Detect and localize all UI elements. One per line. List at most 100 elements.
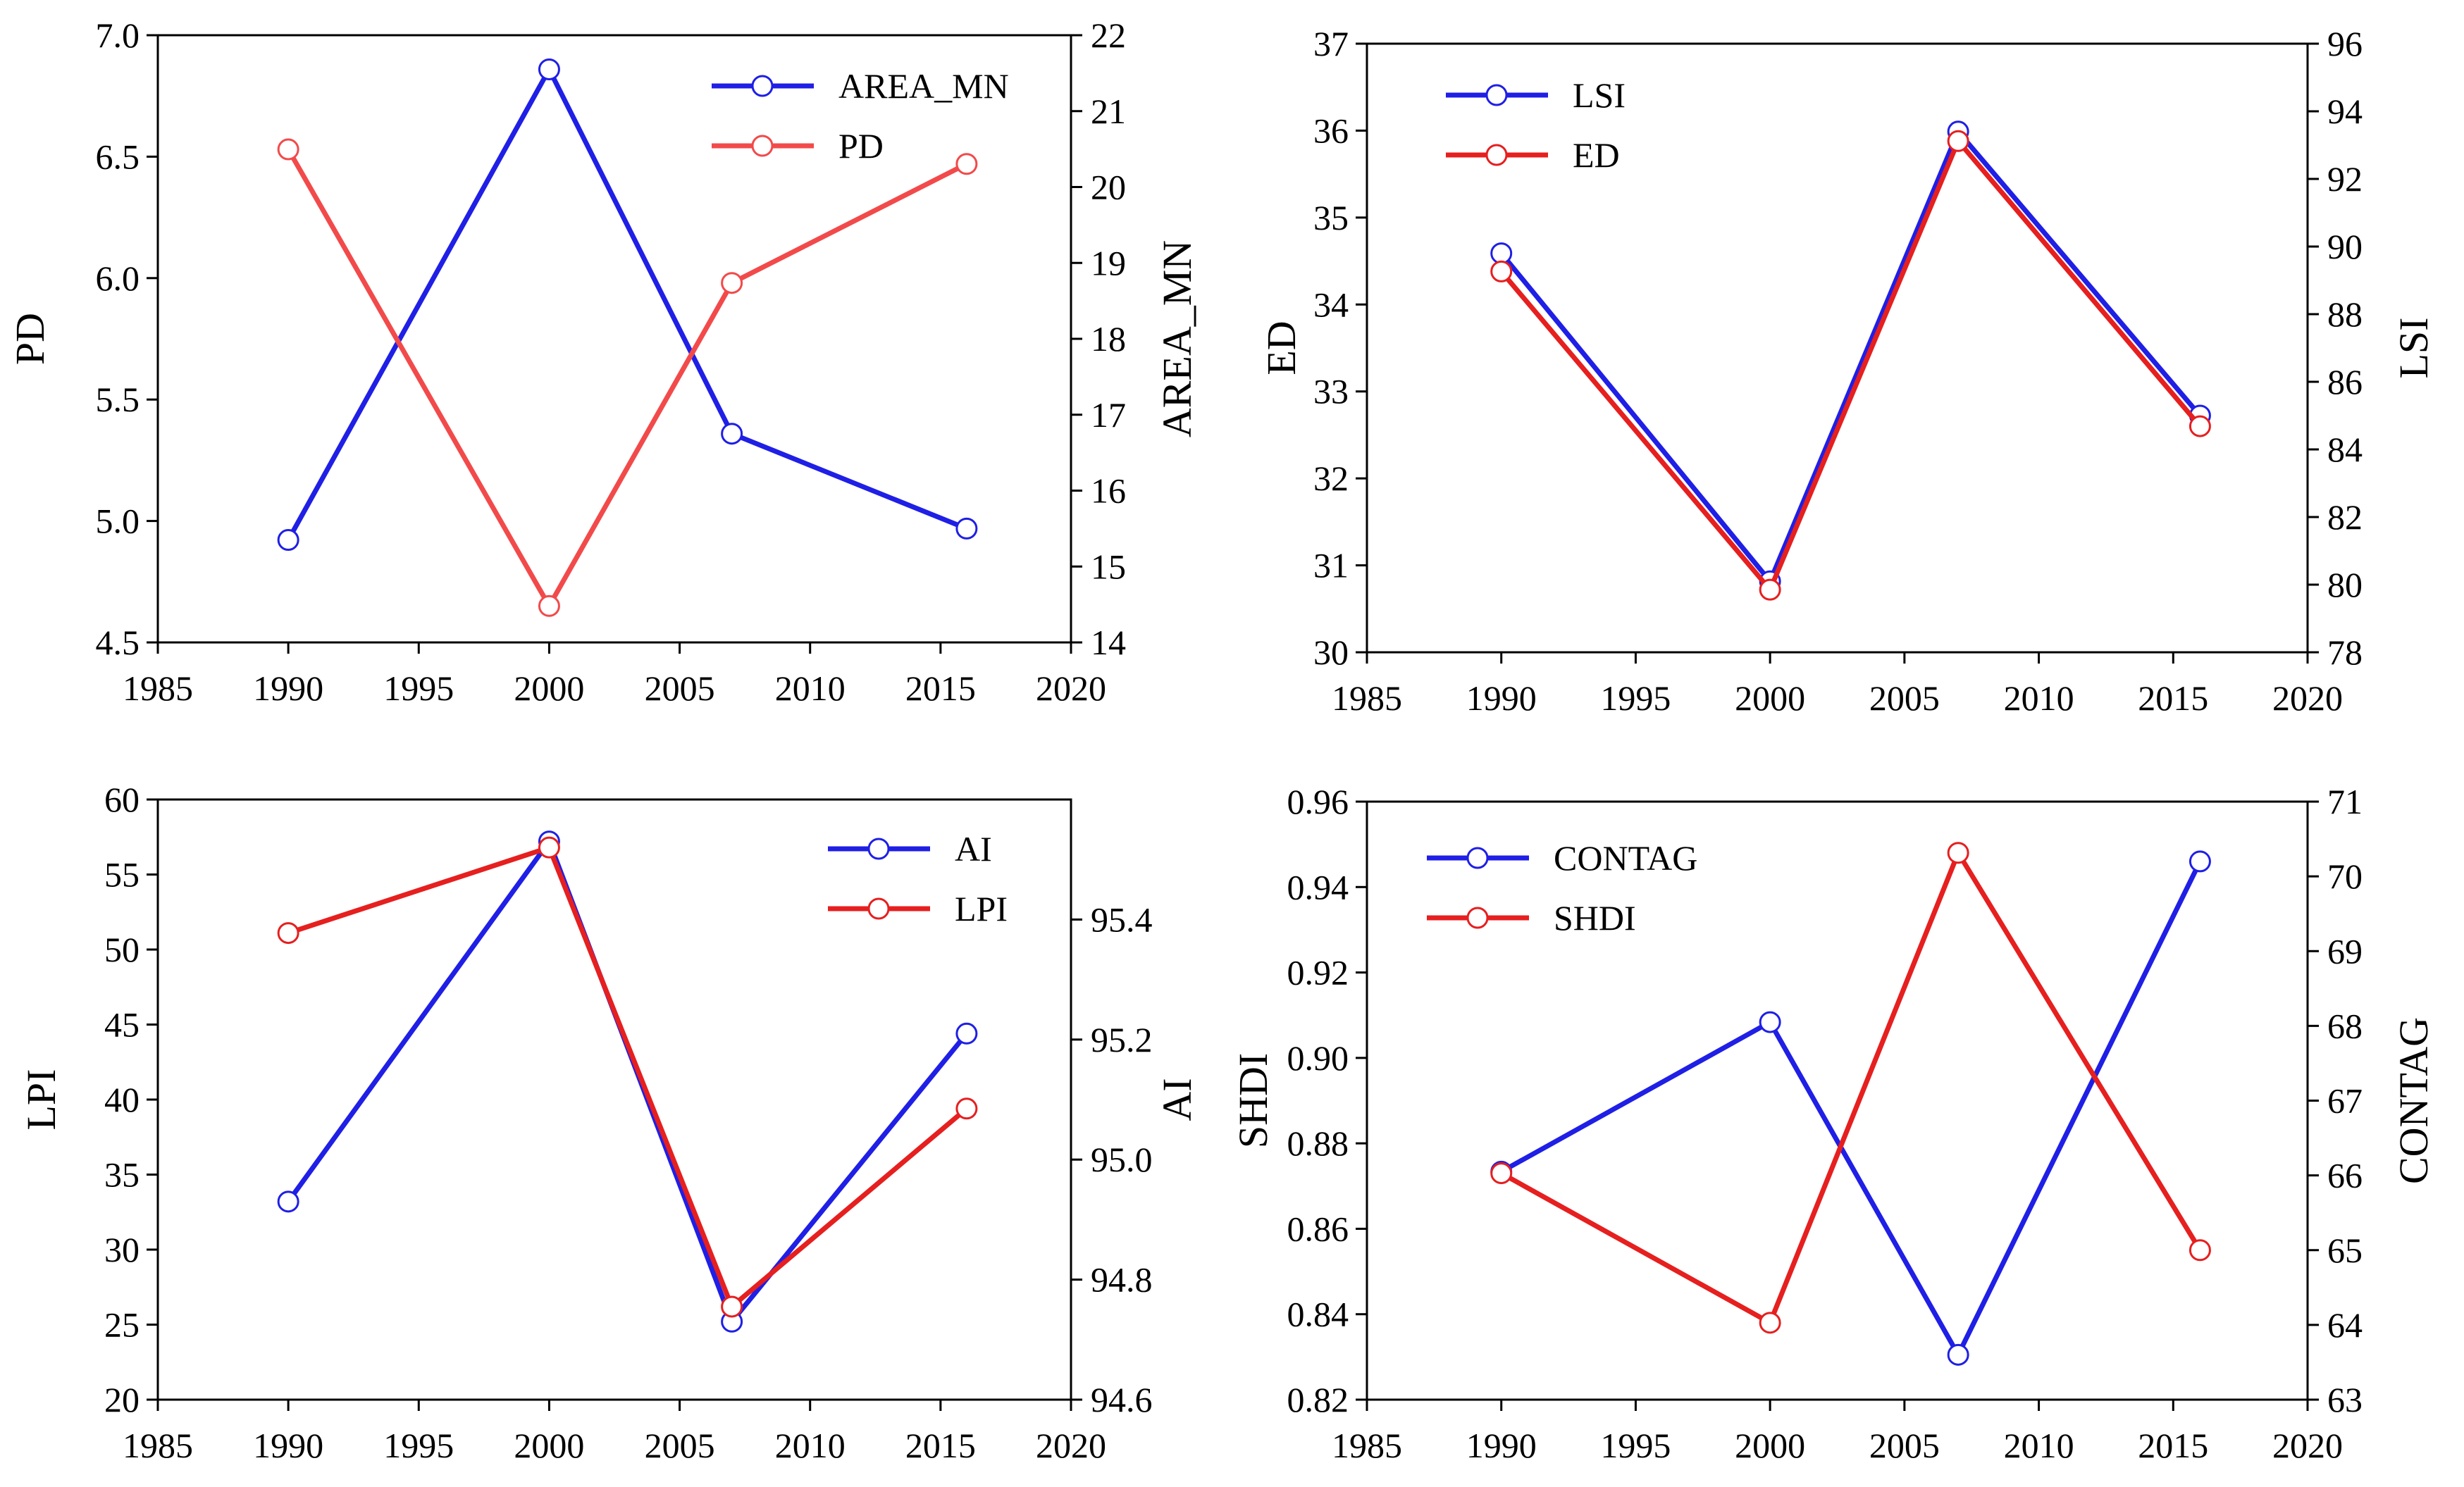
- left-y-tick-label: 7.0: [96, 15, 140, 55]
- data-point-contag: [1947, 1343, 1969, 1366]
- series-line-lpi: [287, 845, 969, 1309]
- x-tick-label: 2020: [1036, 668, 1106, 708]
- right-y-tick-label: 14: [1091, 623, 1126, 662]
- x-tick-label: 2005: [1869, 1426, 1940, 1465]
- left-y-tick-label: 55: [104, 855, 140, 895]
- right-y-tick-label: 92: [2327, 159, 2363, 199]
- right-y-tick-label: 66: [2327, 1156, 2363, 1195]
- right-y-tick-label: 86: [2327, 362, 2363, 402]
- left-y-tick-label: 31: [1313, 546, 1349, 585]
- legend-marker: [1485, 144, 1508, 166]
- x-tick-label: 1990: [253, 1426, 323, 1465]
- data-point-area_mn: [955, 517, 978, 540]
- plot-frame: [156, 798, 1072, 1401]
- right-y-tick-label: 82: [2327, 497, 2363, 537]
- right-y-tick-label: 15: [1091, 547, 1126, 586]
- data-point-ai: [277, 1190, 299, 1213]
- right-y-tick-label: 63: [2327, 1380, 2363, 1419]
- right-y-tick-label: 65: [2327, 1231, 2363, 1270]
- left-y-tick-label: 0.88: [1287, 1124, 1349, 1163]
- x-tick-label: 2010: [2004, 678, 2074, 718]
- left-y-tick-label: 30: [104, 1230, 140, 1269]
- x-tick-label: 2015: [905, 668, 976, 708]
- left-y-tick-label: 50: [104, 930, 140, 969]
- x-tick-label: 1985: [123, 668, 193, 708]
- left-y-tick-label: 6.0: [96, 259, 140, 298]
- plot-frame: [1366, 42, 2309, 654]
- series-line-lsi: [1499, 129, 2203, 584]
- data-point-ai: [955, 1022, 978, 1045]
- left-y-tick-label: 45: [104, 1005, 140, 1045]
- data-point-shdi: [2188, 1239, 2211, 1262]
- legend-label: LPI: [955, 889, 1008, 928]
- x-tick-label: 1990: [253, 668, 323, 708]
- data-point-ed: [1759, 578, 1781, 601]
- series-line-ai: [286, 839, 969, 1324]
- right-y-tick-label: 78: [2327, 633, 2363, 672]
- x-tick-label: 2015: [2138, 678, 2208, 718]
- x-tick-label: 1985: [1332, 678, 1402, 718]
- left-y-tick-label: 0.96: [1287, 782, 1349, 821]
- data-point-lpi: [721, 1295, 743, 1318]
- right-y-tick-label: 95.4: [1091, 900, 1153, 939]
- x-tick-label: 2020: [1036, 1426, 1106, 1465]
- x-tick-label: 1995: [1600, 678, 1671, 718]
- left-y-tick-label: 60: [104, 780, 140, 819]
- chart-panel-4: 1985 1990 1995 2000 2005 2010 2015 2020 0.82 0.84…: [1230, 782, 2437, 1465]
- series-line-area_mn: [286, 66, 968, 542]
- right-y-tick-label: 84: [2327, 430, 2363, 469]
- data-point-lpi: [955, 1097, 978, 1120]
- left-y-tick-label: 25: [104, 1305, 140, 1345]
- data-point-ed: [2188, 415, 2211, 437]
- data-point-pd: [277, 138, 299, 161]
- legend-label: PD: [838, 126, 884, 166]
- left-y-tick-label: 35: [1313, 198, 1349, 237]
- right-y-tick-label: 69: [2327, 931, 2363, 971]
- x-tick-label: 2015: [905, 1426, 976, 1465]
- x-tick-label: 1985: [123, 1426, 193, 1465]
- left-y-tick-label: 0.94: [1287, 867, 1349, 907]
- data-point-shdi: [1759, 1312, 1781, 1334]
- left-y-tick-label: 40: [104, 1080, 140, 1119]
- data-point-lpi: [538, 836, 560, 859]
- left-y-tick-label: 34: [1313, 285, 1349, 324]
- left-y-tick-label: 36: [1313, 111, 1349, 150]
- data-point-pd: [955, 153, 978, 175]
- left-y-tick-label: 0.82: [1287, 1380, 1349, 1419]
- left-y-tick-label: 0.84: [1287, 1295, 1349, 1334]
- legend-label: AREA_MN: [838, 66, 1009, 106]
- x-tick-label: 1990: [1466, 678, 1537, 718]
- data-point-pd: [721, 272, 743, 294]
- legend-label: LSI: [1573, 75, 1626, 115]
- legend-marker: [1466, 907, 1489, 929]
- left-y-tick-label: 37: [1313, 24, 1349, 63]
- x-tick-label: 2000: [514, 668, 584, 708]
- x-tick-label: 2010: [775, 668, 846, 708]
- right-y-tick-label: 19: [1091, 243, 1126, 282]
- series-line-pd: [286, 148, 968, 609]
- right-y-tick-label: 95.0: [1091, 1140, 1153, 1179]
- left-y-tick-label: 0.86: [1287, 1209, 1349, 1248]
- legend-label: SHDI: [1554, 898, 1636, 938]
- data-point-area_mn: [277, 529, 299, 552]
- right-y-tick-label: 22: [1091, 15, 1126, 55]
- chart-panel-2: 1985 1990 1995 2000 2005 2010 2015 2020 30 31 32 33…: [1258, 24, 2437, 718]
- plot-frame: [156, 34, 1072, 644]
- left-y-tick-label: 4.5: [96, 623, 140, 662]
- left-y-tick-label: 35: [104, 1155, 140, 1195]
- data-point-pd: [538, 595, 560, 617]
- x-tick-label: 1995: [383, 1426, 454, 1465]
- left-y-tick-label: 6.5: [96, 137, 140, 176]
- right-axis-title: AI: [1154, 1078, 1200, 1121]
- chart-panel-3: 1985 1990 1995 2000 2005 2010 2015 202020253035…: [18, 780, 1200, 1465]
- right-y-tick-label: 94.8: [1091, 1260, 1153, 1300]
- left-axis-title: PD: [7, 313, 53, 365]
- legend-marker: [751, 135, 774, 157]
- right-y-tick-label: 20: [1091, 168, 1126, 207]
- x-tick-label: 2000: [1735, 678, 1805, 718]
- right-y-tick-label: 96: [2327, 24, 2363, 63]
- series-line-ed: [1499, 138, 2203, 592]
- left-y-tick-label: 0.90: [1287, 1038, 1349, 1078]
- data-point-contag: [2188, 850, 2211, 873]
